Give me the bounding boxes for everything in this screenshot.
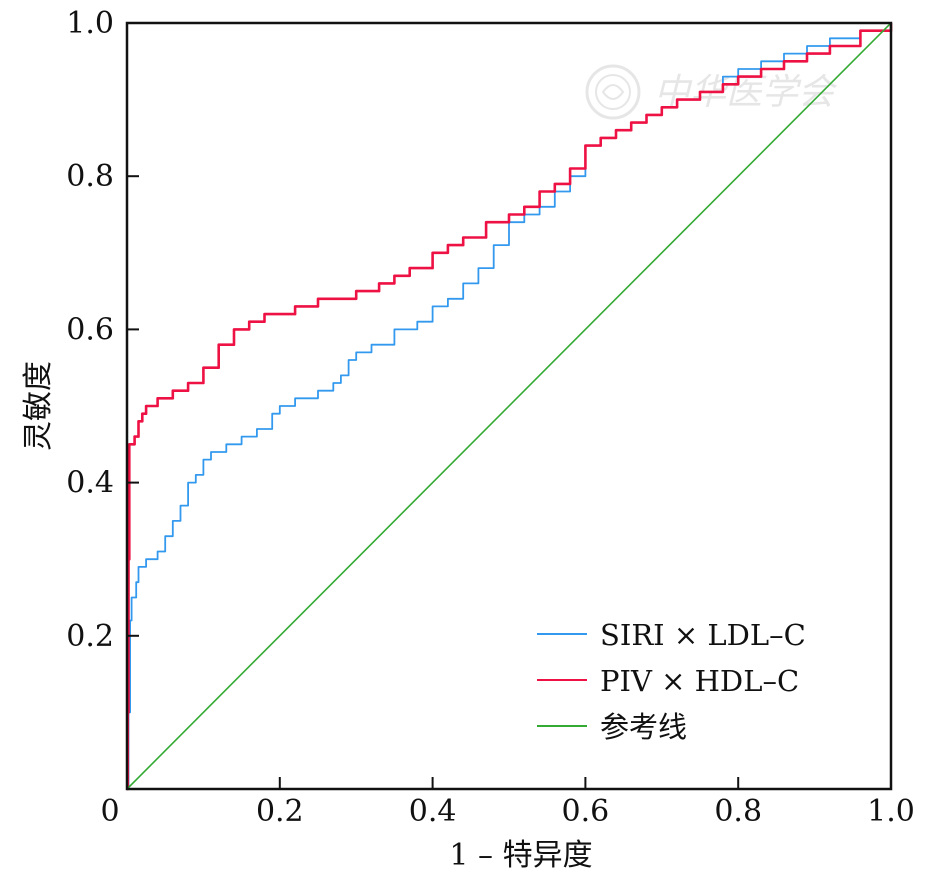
x-tick-label: 0.6 [562,794,610,829]
y-tick-label: 0.8 [66,159,114,194]
y-tick-label: 1.0 [66,6,114,41]
x-tick-label: 1.0 [867,794,915,829]
y-tick-labels: 0.2 0.4 0.6 0.8 1.0 [66,6,114,654]
legend-label-piv-hdl: PIV × HDL–C [600,664,799,698]
y-axis-title: 灵敏度 [21,361,56,451]
legend: SIRI × LDL–C PIV × HDL–C 参考线 [537,618,806,744]
legend-item-piv-hdl: PIV × HDL–C [537,664,799,698]
legend-label-siri-ldl: SIRI × LDL–C [600,618,806,652]
seal-emblem-icon [585,64,641,120]
watermark-text: 中华医学会 [654,72,838,113]
x-axis-title: 1 – 特异度 [449,838,592,873]
legend-label-reference: 参考线 [600,710,687,744]
legend-item-reference: 参考线 [537,710,687,744]
y-tick-label: 0.4 [66,466,114,501]
x-tick-label: 0.8 [714,794,762,829]
series-line-piv-hdl [126,23,893,791]
legend-item-siri-ldl: SIRI × LDL–C [537,618,806,652]
x-tick-label: 0.4 [409,794,457,829]
series-line-reference [126,22,892,790]
series-layer [126,22,893,791]
x-tick-labels: 0 0.2 0.4 0.6 0.8 1.0 [100,794,914,829]
x-tick-label: 0 [100,794,119,829]
plot-frame [125,21,893,791]
y-tick-label: 0.6 [66,312,114,347]
tick-layer [126,22,892,789]
x-tick-label: 0.2 [256,794,304,829]
y-tick-label: 0.2 [66,619,114,654]
